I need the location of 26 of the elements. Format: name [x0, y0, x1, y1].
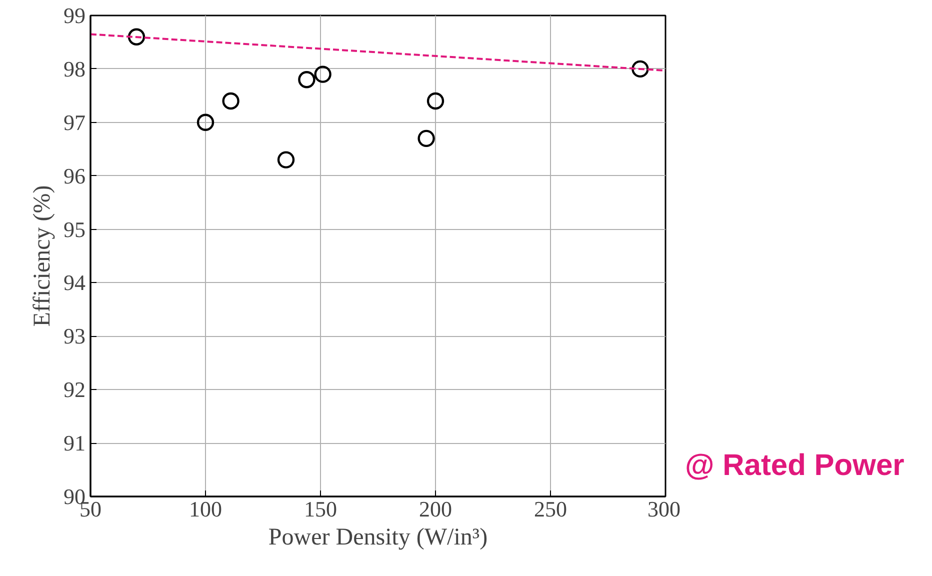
text: @ Rated Power: [685, 448, 904, 484]
point: [426, 92, 444, 110]
point: [298, 71, 316, 88]
point: [222, 92, 240, 110]
y-tick-label: 96: [64, 163, 86, 188]
x-tick-label: 300: [648, 496, 680, 522]
point: [277, 151, 295, 168]
x-tick-label: 150: [304, 496, 337, 522]
y-tick-label: 97: [64, 110, 86, 135]
y-tick-label: 94: [64, 270, 86, 296]
y-tick-label: 95: [64, 216, 86, 242]
x-tick-label: 200: [419, 496, 452, 522]
y-tick-label: 91: [64, 430, 86, 456]
point: [196, 114, 214, 131]
point: [632, 60, 649, 78]
y-tick-label: 99: [64, 3, 86, 28]
x-tick-label: 100: [189, 496, 222, 522]
y-tick-label: 92: [64, 377, 86, 402]
point: [418, 130, 435, 148]
y-tick-label: 93: [64, 324, 86, 349]
y-axis-title: Efficiency (%): [30, 185, 56, 327]
point: [314, 66, 332, 83]
x-tick-label: 250: [534, 496, 567, 522]
x-axis-title: Power Density (W/in³): [268, 524, 488, 550]
point: [128, 28, 146, 46]
y-tick-label: 98: [64, 56, 86, 82]
